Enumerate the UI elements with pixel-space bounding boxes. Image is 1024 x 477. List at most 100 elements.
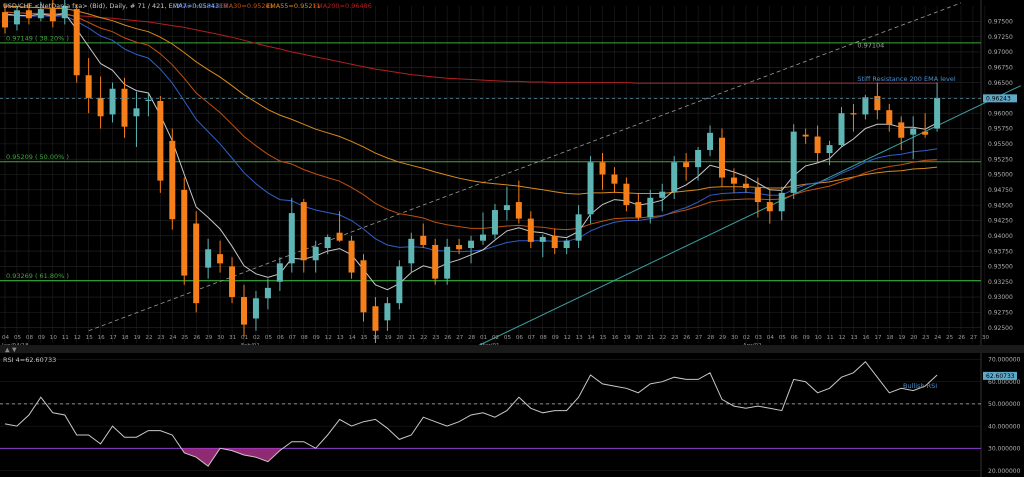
current-price-tag <box>983 94 1017 103</box>
rsi-tick-label: 30.000000 <box>988 446 1021 453</box>
candle-bullish <box>790 124 797 200</box>
candle-bullish <box>276 257 283 291</box>
candle-bearish <box>229 257 236 304</box>
date-tick-label: 30 <box>731 335 739 341</box>
candle-bearish <box>611 167 618 193</box>
candle-bearish <box>360 254 367 322</box>
candle-body <box>491 210 498 235</box>
date-tick-label: 15 <box>361 335 369 341</box>
rsi-tick-label: 40.000000 <box>988 423 1021 430</box>
date-tick-label: 16 <box>98 335 106 341</box>
candle-body <box>408 238 415 264</box>
candle-bullish <box>13 6 20 31</box>
rsi-tick-label: 20.000000 <box>988 468 1021 475</box>
candle-body <box>778 192 785 212</box>
date-axis: 04 05 08 09 10 11 12 15 16 17 18 19 22 23 24 25 26 29 30 31… <box>1 335 989 349</box>
fib-level-label: 0.93269 ( 61.80% ) <box>6 272 69 280</box>
date-tick-label: 02 <box>743 335 750 341</box>
date-tick-label: 10 <box>815 335 823 341</box>
price-tick-label: 0.94750 <box>988 187 1013 194</box>
candle-bullish <box>862 94 869 120</box>
date-tick-label: 05 <box>265 335 273 341</box>
date-tick-label: 22 <box>145 335 152 341</box>
candle-bullish <box>707 125 714 157</box>
price-tick-label: 0.93250 <box>988 279 1013 286</box>
candle-body <box>217 254 224 264</box>
candle-body <box>169 140 176 220</box>
collapse-arrow-icon-2[interactable]: ▼ <box>12 347 17 354</box>
price-tick-label: 0.96000 <box>988 110 1013 117</box>
rsi-axis: 70.000000 60.000000 50.000000 40.000000 30.0… <box>988 357 1021 475</box>
candle-bearish <box>25 2 32 25</box>
date-tick-label: 21 <box>408 335 416 341</box>
candle-body <box>790 131 797 193</box>
candle-body <box>886 110 893 125</box>
bullish-rsi-annotation: Bullish RSI <box>903 382 937 390</box>
candle-body <box>85 75 92 98</box>
candle-bearish <box>742 174 749 193</box>
candle-body <box>456 244 463 250</box>
date-tick-label: 19 <box>623 335 631 341</box>
chart-header-ema30: EMA30=0.95241 <box>219 2 274 10</box>
price-tick-label: 0.97000 <box>988 49 1013 56</box>
date-tick-label: 01 <box>241 335 249 341</box>
candle-body <box>241 297 247 325</box>
candle-body <box>922 131 929 135</box>
candle-body <box>2 12 8 28</box>
candle-body <box>61 6 68 19</box>
candle-body <box>647 197 654 218</box>
candle-body <box>384 303 391 321</box>
candle-bullish <box>288 197 295 273</box>
date-tick-label: 26 <box>444 335 452 341</box>
collapse-arrow-icon[interactable]: ▲ <box>5 347 10 354</box>
candle-body <box>420 235 427 245</box>
price-tick-label: 0.96500 <box>988 80 1013 87</box>
candle-body <box>683 162 690 168</box>
candle-body <box>49 9 56 22</box>
price-axis: 0.97500 0.97250 0.97000 0.96750 0.96500 0.962… <box>988 19 1013 332</box>
candle-body <box>814 136 821 154</box>
candle-bullish <box>575 205 582 249</box>
candle-bearish <box>886 104 893 132</box>
date-tick-label: 06 <box>791 335 799 341</box>
candle-body <box>121 88 128 127</box>
candle-body <box>575 214 582 241</box>
candle-bullish <box>109 82 116 123</box>
date-tick-label: 02 <box>492 335 499 341</box>
rsi-current-tag <box>983 371 1017 380</box>
date-tick-label: 12 <box>74 335 81 341</box>
rsi-line <box>4 360 938 467</box>
date-tick-label: 19 <box>133 335 141 341</box>
candle-body <box>850 113 857 115</box>
candle-bearish <box>73 4 80 83</box>
candle-body <box>109 88 116 115</box>
candle-bearish <box>241 284 247 337</box>
price-tick-label: 0.94500 <box>988 202 1013 209</box>
date-tick-label: 08 <box>540 335 548 341</box>
candle-bearish <box>217 240 224 273</box>
rsi-current-tag-label: 62.60733 <box>986 373 1015 380</box>
candle-body <box>264 287 271 299</box>
candle-bullish <box>647 189 654 224</box>
candle-bearish <box>348 235 355 279</box>
date-tick-label: 13 <box>850 335 858 341</box>
candle-bullish <box>133 91 140 147</box>
date-tick-label: 21 <box>647 335 655 341</box>
date-tick-label: 27 <box>970 335 978 341</box>
chart-header-ema21: EMA21=0.95418 <box>173 2 228 10</box>
date-tick-label: 17 <box>110 335 118 341</box>
date-tick-label: 20 <box>910 335 918 341</box>
panel-divider[interactable]: ▲ ▼ <box>0 345 1024 354</box>
candle-bearish <box>456 238 463 255</box>
price-tick-label: 0.92750 <box>988 310 1013 317</box>
candle-body <box>157 100 164 181</box>
date-tick-label: 16 <box>611 335 619 341</box>
price-tick-label: 0.95000 <box>988 172 1013 179</box>
resistance-annotation: Stiff Resistance 200 EMA level <box>857 75 955 83</box>
candle-bearish <box>719 128 725 187</box>
candle-bearish <box>432 238 439 285</box>
date-tick-label: 29 <box>719 335 727 341</box>
rsi-tick-label: 60.000000 <box>988 379 1021 386</box>
candle-bearish <box>850 104 857 132</box>
candle-body <box>145 99 152 101</box>
